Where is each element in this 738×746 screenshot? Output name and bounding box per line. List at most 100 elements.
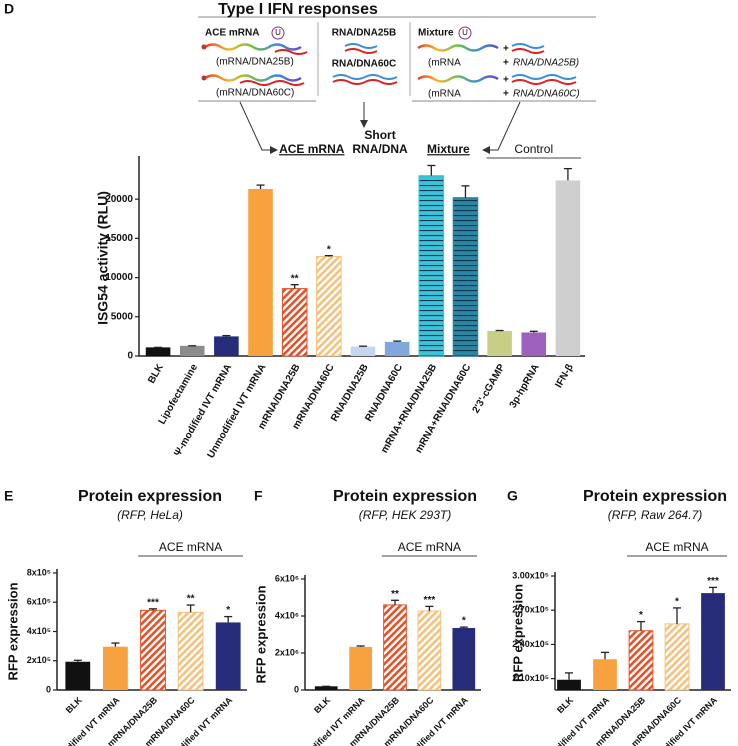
bar	[452, 197, 479, 357]
bar	[140, 609, 166, 691]
mod-icon	[458, 26, 472, 40]
x-tick-label: IFN-β	[554, 362, 576, 390]
group-label: Mixture	[427, 142, 470, 156]
schematic-label: (mRNA	[428, 58, 461, 69]
schematic-label: Mixture	[418, 28, 454, 39]
group-label: RNA/DNA	[352, 142, 408, 156]
chart-title: Type I IFN responses	[218, 1, 378, 18]
chart-subtitle: (RFP, HeLa)	[117, 508, 183, 522]
group-label: ACE mRNA	[398, 540, 461, 554]
bar	[521, 332, 547, 356]
bar	[179, 345, 205, 356]
y-axis-label: RFP expression	[253, 585, 268, 683]
schematic-label: ACE mRNA	[205, 28, 259, 39]
x-tick-label: BLK	[312, 695, 333, 716]
bar	[214, 336, 239, 356]
bar	[248, 189, 273, 356]
bar	[281, 288, 308, 357]
schematic-label: (mRNA/DNA25B)	[216, 57, 294, 68]
bar	[65, 661, 91, 690]
mod-icon	[271, 26, 285, 40]
y-tick-label: 20000	[105, 194, 133, 205]
cap	[201, 44, 207, 50]
strand	[332, 74, 398, 80]
bar	[417, 610, 442, 691]
cap	[201, 75, 207, 81]
chart-title: Protein expression	[583, 488, 727, 505]
strand	[417, 44, 499, 52]
x-tick-label: 2'3'-cGAMP	[471, 362, 508, 415]
panel-label: D	[4, 1, 14, 17]
schematic-label: (mRNA/DNA60C)	[216, 88, 294, 99]
panel-label: E	[4, 488, 13, 504]
significance: *	[327, 244, 331, 255]
strand	[204, 74, 302, 82]
plus: +	[503, 75, 509, 86]
strand	[511, 43, 545, 49]
y-tick-label: 8x10⁵	[27, 567, 51, 577]
significance: ***	[424, 595, 436, 606]
y-tick-label: 3.00x10⁵	[512, 570, 549, 580]
x-tick-label: BLK	[555, 695, 576, 716]
significance: **	[391, 589, 399, 600]
significance: **	[291, 273, 299, 284]
bar	[628, 630, 654, 691]
mod-mark: U	[275, 28, 281, 37]
strand	[204, 43, 302, 51]
strand	[417, 75, 499, 83]
schematic-label: RNA/DNA60C	[332, 59, 396, 70]
panel-label: G	[507, 488, 518, 504]
strand	[274, 49, 308, 55]
significance: ***	[707, 576, 719, 587]
bar	[316, 255, 342, 357]
bar	[555, 180, 581, 356]
bar	[487, 330, 512, 356]
y-tick-label: 2.10x10⁵	[512, 673, 549, 683]
y-tick-label: 0	[127, 351, 133, 362]
strand	[332, 79, 398, 85]
group-label: Short	[364, 128, 395, 142]
mod-mark: U	[462, 28, 468, 37]
bar	[452, 628, 476, 690]
y-tick-label: 2.40x10⁵	[512, 639, 549, 649]
x-tick-label: Unmodified IVT mRNA	[206, 362, 269, 460]
bar	[314, 686, 338, 690]
y-tick-label: 5000	[111, 311, 134, 322]
y-tick-label: 4x10⁵	[27, 626, 51, 636]
bar	[177, 611, 204, 691]
chart-title: Protein expression	[78, 488, 222, 505]
significance: *	[462, 616, 466, 627]
schematic-label: RNA/DNA25B	[332, 28, 396, 39]
significance: ***	[147, 597, 159, 608]
y-tick-label: 6x10⁵	[27, 597, 51, 607]
y-axis-label: RFP expression	[510, 584, 525, 682]
strand	[511, 74, 577, 80]
group-label: Control	[514, 142, 553, 156]
chart-subtitle: (RFP, HEK 293T)	[359, 508, 451, 522]
y-tick-label: 2x10⁶	[275, 647, 299, 657]
bar	[664, 623, 690, 691]
y-tick-label: 0	[46, 684, 51, 694]
strand	[239, 80, 305, 86]
significance: *	[675, 597, 679, 608]
schematic-label: RNA/DNA60C)	[513, 89, 580, 100]
bar	[145, 347, 171, 356]
bar	[701, 593, 725, 690]
plus: +	[503, 58, 509, 69]
bar	[557, 679, 581, 690]
schematic-label: RNA/DNA25B)	[513, 58, 579, 69]
y-tick-label: 6x10⁶	[275, 573, 299, 583]
bar	[418, 175, 445, 357]
bar	[215, 622, 241, 690]
chart-title: Protein expression	[333, 488, 477, 505]
y-tick-label: 10000	[105, 272, 133, 283]
bar	[102, 646, 128, 690]
y-axis-label: RFP expression	[5, 582, 20, 680]
group-label: ACE mRNA	[645, 540, 708, 554]
significance: **	[187, 594, 195, 605]
x-tick-label: BLK	[64, 695, 85, 716]
strand	[511, 48, 545, 54]
significance: *	[639, 610, 643, 621]
significance: *	[226, 605, 230, 616]
